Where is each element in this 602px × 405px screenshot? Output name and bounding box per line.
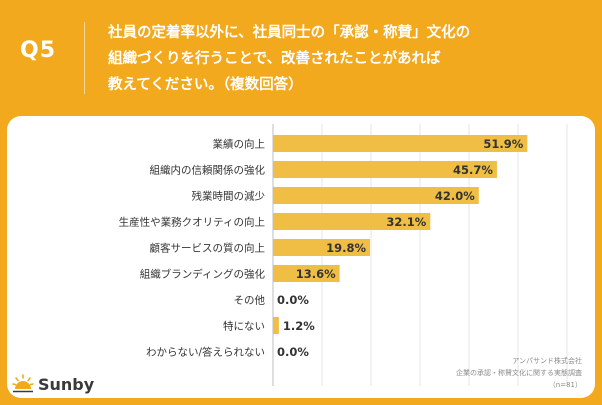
category-label: わからない/答えられない: [146, 346, 265, 359]
source-sample: （n=81）: [548, 381, 582, 389]
category-label: 組織ブランディングの強化: [140, 268, 266, 281]
header-divider: [84, 22, 85, 94]
bar: [273, 161, 497, 178]
source-survey: 企業の承認・称賛文化に関する実態調査: [456, 369, 582, 377]
bar: [273, 187, 479, 204]
category-label: 生産性や業務クオリティの向上: [119, 216, 265, 229]
question-number: Q5: [20, 38, 57, 63]
bar: [273, 239, 371, 256]
bar: [273, 317, 279, 334]
value-label: 32.1%: [386, 215, 426, 229]
brand-logo: Sunby: [12, 372, 94, 396]
category-label: 組織内の信頼関係の強化: [150, 164, 266, 177]
value-label: 45.7%: [453, 163, 493, 177]
value-label: 0.0%: [277, 345, 309, 359]
bar: [273, 213, 431, 230]
value-label: 19.8%: [326, 241, 366, 255]
bar-chart: 業績の向上 51.9% 組織内の信頼関係の強化 45.7% 残業時間の減少 42.0% 生産…: [119, 124, 568, 386]
bar: [273, 135, 528, 152]
header: Q5 社員の定着率以外に、社員同士の「承認・称賛」文化の 組織づくりを行うことで…: [0, 0, 602, 112]
brand-name: Sunby: [38, 374, 95, 394]
value-label: 13.6%: [296, 267, 336, 281]
sun-icon: [12, 374, 34, 393]
chart-panel: 業績の向上 51.9% 組織内の信頼関係の強化 45.7% 残業時間の減少 42.0% 生産…: [7, 116, 595, 398]
value-label: 42.0%: [435, 189, 475, 203]
question-text: 社員の定着率以外に、社員同士の「承認・称賛」文化の 組織づくりを行うことで、改善…: [108, 25, 471, 93]
category-label: 業績の向上: [213, 138, 266, 151]
category-label: 顧客サービスの質の向上: [150, 242, 266, 255]
category-label: その他: [234, 294, 266, 307]
value-label: 1.2%: [283, 319, 315, 333]
source-note: アンパサンド株式会社 企業の承認・称賛文化に関する実態調査 （n=81）: [382, 355, 582, 391]
source-company: アンパサンド株式会社: [512, 357, 582, 365]
value-label: 51.9%: [483, 137, 523, 151]
value-label: 0.0%: [277, 293, 309, 307]
category-label: 特にない: [223, 321, 265, 333]
bar: [273, 265, 340, 282]
category-label: 残業時間の減少: [192, 190, 266, 203]
